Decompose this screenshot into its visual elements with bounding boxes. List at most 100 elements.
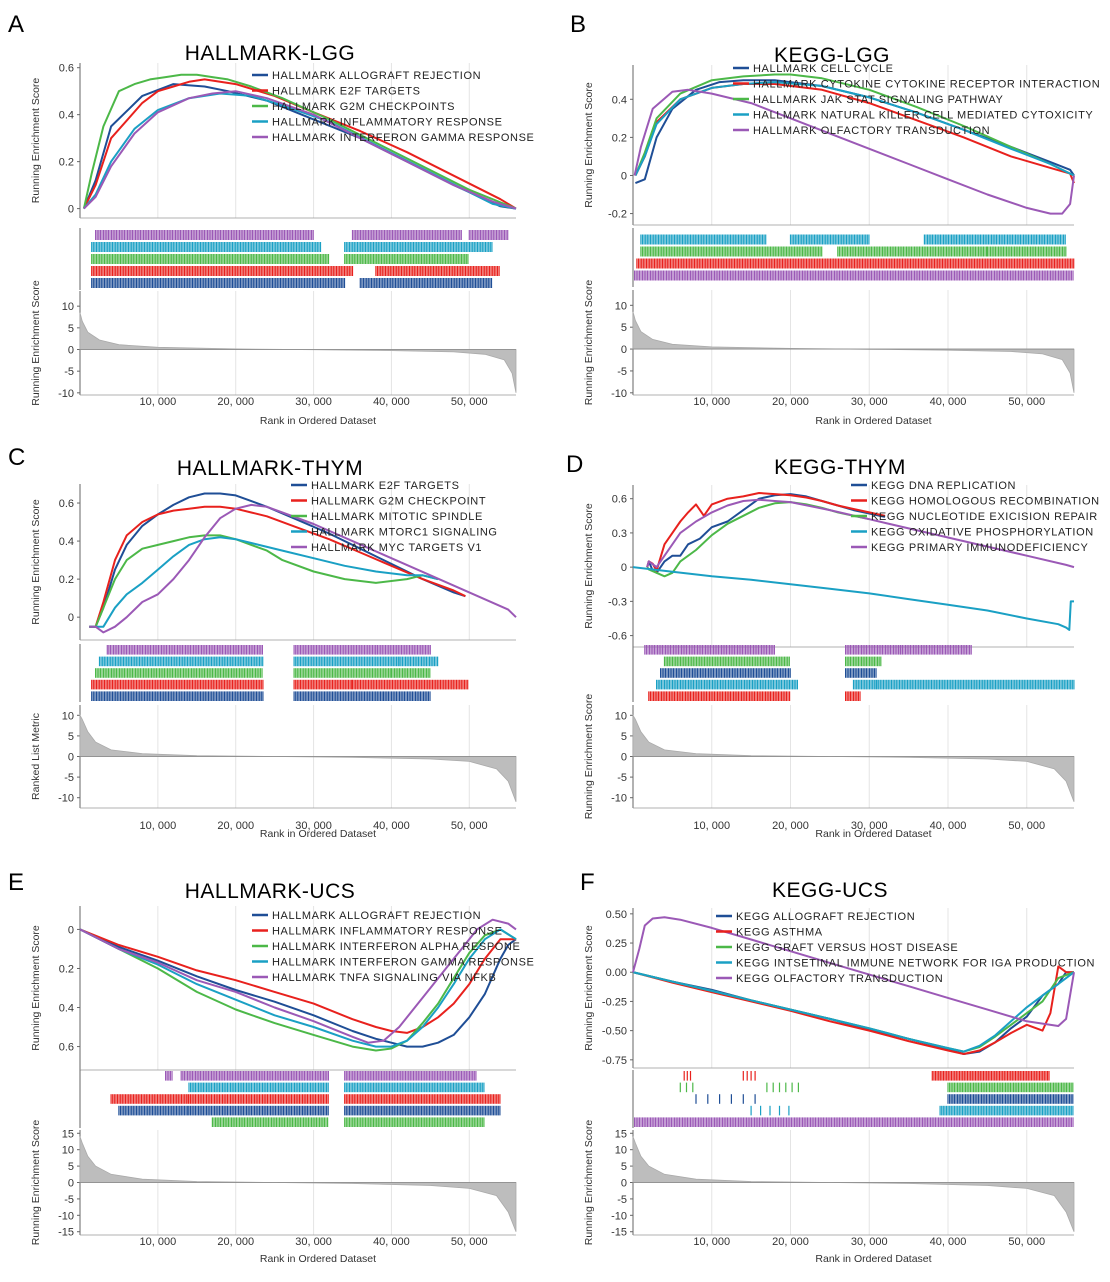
legend-entry: HALLMARK JAK STAT SIGNALING PATHWAY	[753, 94, 1003, 106]
es-ytick-label: 0	[621, 170, 627, 182]
metric-ytick-label: -10	[611, 388, 627, 400]
metric-ylabel: Running Enrichment Score	[583, 694, 595, 820]
xtick-label: 20, 000	[772, 396, 809, 408]
metric-ytick-label: 10	[62, 301, 74, 313]
es-curve-4	[634, 81, 1075, 177]
es-curve-5	[89, 503, 517, 634]
es-curve-3	[634, 73, 1075, 177]
xlabel: Rank in Ordered Dataset	[260, 415, 376, 427]
es-ytick-label: 0.2	[612, 132, 627, 144]
xtick-label: 10, 000	[693, 820, 730, 832]
xtick-label: 20, 000	[217, 820, 254, 832]
legend-entry: HALLMARK OLFACTORY TRANSDUCTION	[753, 125, 990, 137]
legend-entry: HALLMARK INTERFERON ALPHA RESPONE	[272, 941, 520, 953]
legend-entry: HALLMARK CYTOKINE CYTOKINE RECEPTOR INTE…	[753, 79, 1100, 91]
xtick-label: 40, 000	[373, 396, 410, 408]
es-ylabel: Running Enrichment Score	[583, 503, 595, 629]
metric-ylabel: Running Enrichment Score	[583, 280, 595, 406]
ranked-metric-area	[79, 312, 517, 393]
es-ytick-label: 0.6	[59, 1042, 74, 1054]
es-curve-5	[646, 498, 1075, 569]
es-curve-2	[83, 78, 517, 210]
es-ytick-label: 0	[68, 612, 74, 624]
legend-entry: HALLMARK ALLOGRAFT REJECTION	[272, 910, 481, 922]
metric-ylabel: Ranked List Metric	[30, 713, 42, 800]
xtick-label: 10, 000	[693, 396, 730, 408]
es-curve-3	[82, 73, 517, 210]
xtick-label: 30, 000	[295, 396, 332, 408]
xlabel: Rank in Ordered Dataset	[260, 828, 376, 840]
ranked-metric-area	[632, 713, 1075, 802]
es-ytick-label: 0.3	[612, 528, 627, 540]
metric-ytick-label: 10	[615, 710, 627, 722]
legend-entry: KEGG OXIDATIVE PHOSPHORYLATION	[871, 527, 1094, 539]
panel-c: C HALLMARK-THYM 0 0.2 0.4 0.6 Running Enrichme…	[8, 444, 517, 840]
legend-entry: HALLMARK CELL CYCLE	[753, 63, 894, 75]
es-ytick-label: -0.3	[608, 596, 627, 608]
xtick-label: 40, 000	[373, 820, 410, 832]
es-ytick-label: 0.6	[59, 498, 74, 510]
es-ytick-label: 0.2	[59, 157, 74, 169]
legend-entry: HALLMARK E2F TARGETS	[272, 86, 421, 98]
es-ytick-label: 0.4	[59, 1003, 74, 1015]
es-ytick-label: 0.2	[59, 574, 74, 586]
metric-ytick-label: 10	[62, 710, 74, 722]
metric-ytick-label: 5	[68, 323, 74, 335]
metric-ylabel: Running Enrichment Score	[30, 280, 42, 406]
ranked-metric-area	[79, 713, 517, 802]
panel-letter: B	[570, 11, 586, 38]
xtick-label: 30, 000	[851, 396, 888, 408]
xtick-label: 50, 000	[451, 396, 488, 408]
es-ytick-label: 0.2	[59, 963, 74, 975]
xtick-label: 30, 000	[295, 820, 332, 832]
legend-entry: HALLMARK ALLOGRAFT REJECTION	[272, 70, 481, 82]
legend-entry: HALLMARK TNFA SIGNALING VIA NFKB	[272, 972, 496, 984]
xtick-label: 50, 000	[451, 820, 488, 832]
xtick-label: 20, 000	[217, 396, 254, 408]
metric-ytick-label: -10	[58, 793, 74, 805]
xlabel: Rank in Ordered Dataset	[815, 415, 931, 427]
xtick-label: 10, 000	[140, 396, 177, 408]
legend-entry: HALLMARK INFLAMMATORY RESPONSE	[272, 117, 503, 129]
es-curve-1	[79, 928, 517, 1048]
es-curve-5	[79, 918, 517, 1044]
metric-ytick-label: 0	[621, 752, 627, 764]
legend-entry: HALLMARK INTERFERON GAMMA RESPONSE	[272, 957, 534, 969]
es-curve-3	[89, 534, 439, 628]
xtick-label: 50, 000	[1008, 396, 1045, 408]
es-ytick-label: -0.6	[608, 631, 627, 643]
es-ytick-label: 0.6	[59, 63, 74, 75]
es-ylabel: Running Enrichment Score	[30, 925, 42, 1051]
legend-entry: HALLMARK G2M CHECKPOINT	[311, 496, 486, 508]
panel-title: HALLMARK-UCS	[185, 880, 356, 903]
legend-entry: HALLMARK INFLAMMATORY RESPONSE	[272, 926, 503, 938]
es-curve-4	[89, 536, 439, 628]
es-curve-3	[79, 928, 517, 1052]
es-curve-5	[83, 90, 517, 210]
es-ytick-label: 0	[68, 924, 74, 936]
legend-entry: HALLMARK MTORC1 SIGNALING	[311, 527, 498, 539]
legend-entry: HALLMARK MITOTIC SPINDLE	[311, 511, 483, 523]
metric-ytick-label: 5	[68, 731, 74, 743]
panel-letter: E	[8, 869, 24, 896]
xtick-label: 40, 000	[930, 396, 967, 408]
metric-ytick-label: 0	[621, 344, 627, 356]
metric-ytick-label: -5	[617, 366, 627, 378]
xtick-label: 40, 000	[930, 820, 967, 832]
es-ytick-label: 0	[68, 204, 74, 216]
es-curve-4	[79, 928, 517, 1048]
ranked-metric-area	[632, 311, 1075, 393]
es-curve-5	[633, 88, 1075, 215]
es-curve-2	[646, 492, 886, 572]
metric-ytick-label: -5	[64, 772, 74, 784]
es-curve-3	[646, 501, 870, 578]
es-ylabel: Running Enrichment Score	[30, 499, 42, 625]
panel-d: D KEGG-THYM -0.6 -0.3 0 0.3 0.6 Running Enrichm…	[566, 451, 1099, 840]
es-ytick-label: 0.6	[612, 494, 627, 506]
es-ytick-label: -0.2	[608, 209, 627, 221]
panel-e: E HALLMARK-UCS 0 0.2 0.4 0.6 Running Enrichmen…	[8, 869, 534, 1265]
es-curve-4	[632, 566, 1074, 631]
legend-entry: HALLMARK NATURAL KILLER CELL MEDIATED CY…	[753, 110, 1093, 122]
es-ytick-label: 0.4	[59, 536, 74, 548]
